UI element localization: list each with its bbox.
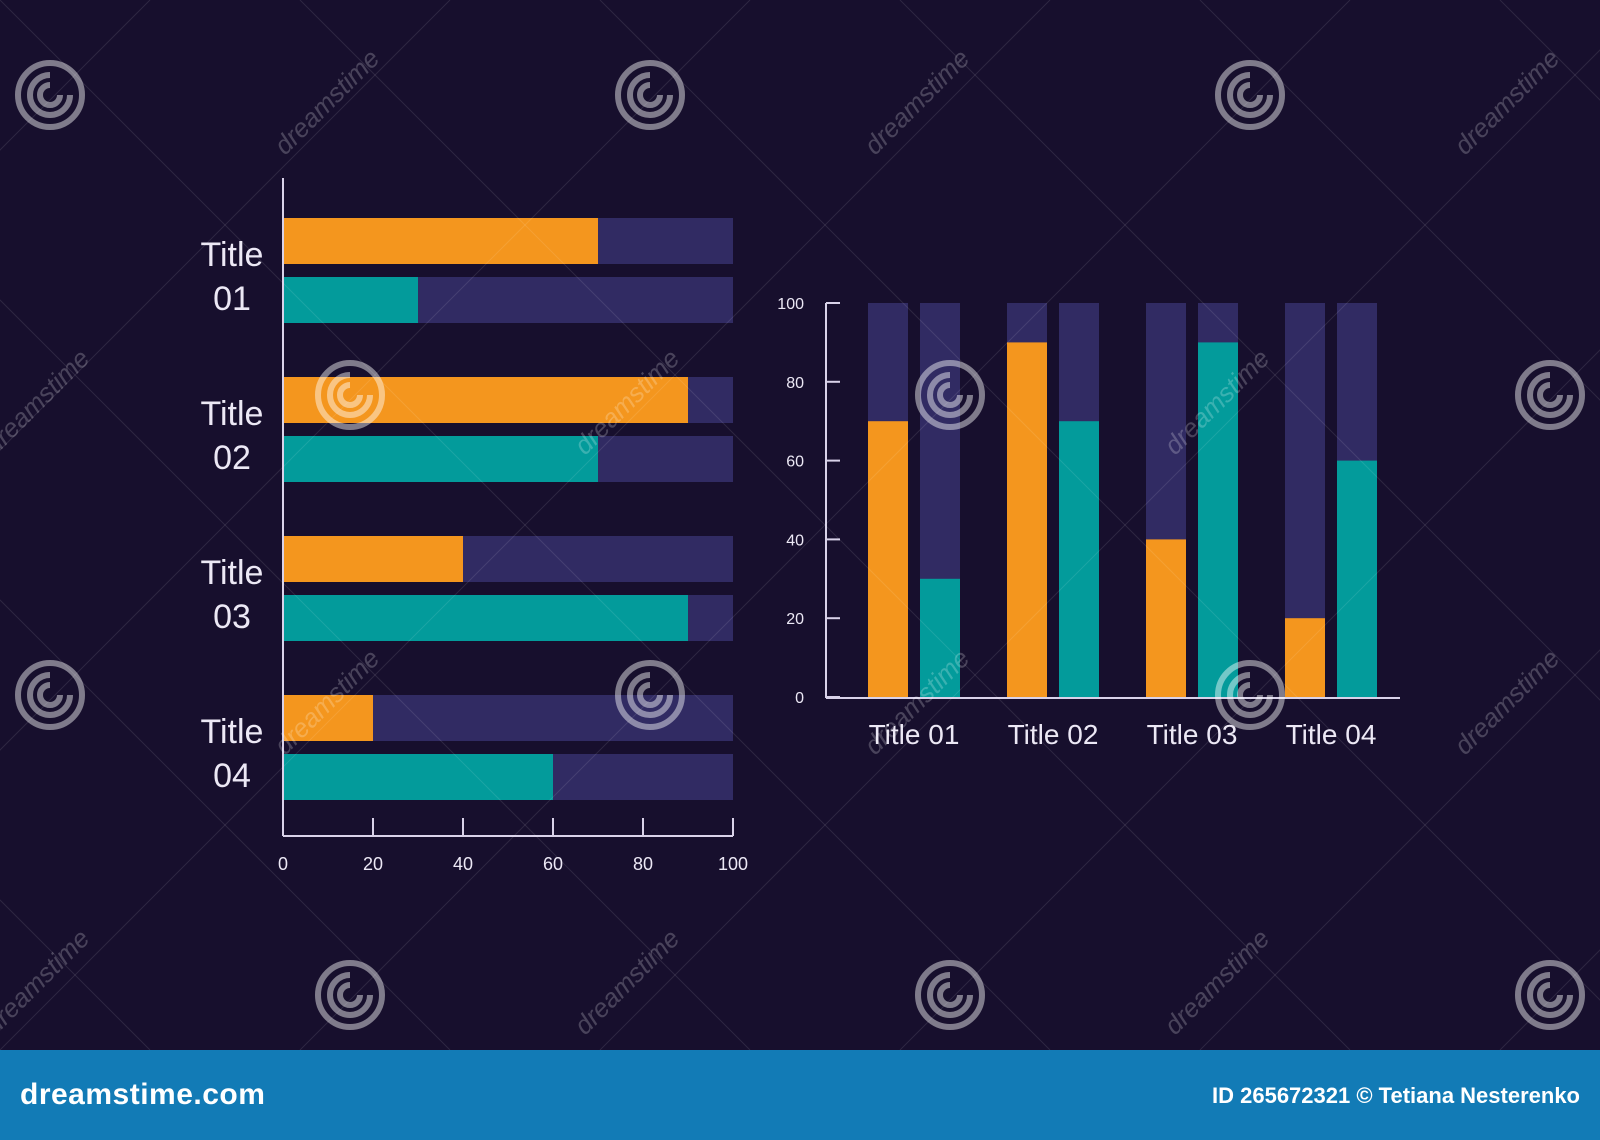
watermark-line [1499,949,1600,1051]
bar-teal-2 [283,436,598,482]
watermark-line [0,0,1051,1051]
watermark-line [1499,0,1600,101]
bar-orange-4 [283,695,373,741]
bar-teal-3 [283,595,688,641]
x-tick-label: 100 [718,854,748,874]
watermark-line [599,49,1600,1051]
x-tick-label: 0 [278,854,288,874]
category-label: Title 04 [201,713,264,795]
category-label: Title 03 [201,554,264,636]
watermark-line [299,0,1351,1051]
bar-orange-1 [283,218,598,264]
y-tick-label: 80 [786,375,804,392]
bar-teal-4 [283,754,553,800]
charts-svg: Title 01 Title 02 Title 03 Title 04 0 20 40 60 80 100… [0,0,1600,1051]
watermark-line [899,0,1600,701]
y-tick-label: 60 [786,454,804,471]
watermark-line [299,0,1351,1051]
column-teal-2 [1059,421,1099,697]
column-orange-1 [868,421,908,697]
watermark-line [1199,649,1600,1051]
watermark-line [0,0,1051,1051]
x-tick-label: 40 [453,854,473,874]
column-teal-4 [1337,460,1377,697]
watermark-line [599,0,1600,1001]
category-label: Title 02 [201,395,264,477]
bar-teal-1 [283,277,418,323]
footer-credit: ID 265672321 © Tetiana Nesterenko [1212,1083,1580,1108]
footer-brand: dreamstime.com [20,1078,266,1111]
y-tick-label: 40 [786,532,804,549]
watermark-line [1199,0,1600,401]
footer-bar: dreamstime.com ID 265672321 © Tetiana Ne… [0,1050,1600,1140]
column-orange-3 [1146,539,1186,697]
horizontal-bar-chart: Title 01 Title 02 Title 03 Title 04 0 20 40 60 80 100 [201,178,748,874]
y-tick-label: 20 [786,611,804,628]
watermark-line [0,0,151,151]
x-tick-label: 20 [363,854,383,874]
watermark-line [899,349,1600,1051]
column-teal-1 [920,578,960,697]
watermark-line [0,299,751,1051]
x-tick-label: 80 [633,854,653,874]
category-label: Title 01 [869,719,960,750]
watermark-line [0,0,451,451]
column-orange-4 [1285,618,1325,697]
bar-orange-3 [283,536,463,582]
category-label: Title 02 [1008,719,1099,750]
category-label: Title 01 [201,236,264,318]
watermark-line [0,599,451,1051]
chart-stage: Title 01 Title 02 Title 03 Title 04 0 20 40 60 80 100… [0,0,1600,1051]
watermark-lines [0,0,1600,1051]
watermark-line [0,0,751,751]
y-tick-label: 0 [795,690,804,707]
bar-orange-2 [283,377,688,423]
x-tick-label: 60 [543,854,563,874]
category-label: Title 04 [1286,719,1377,750]
column-teal-3 [1198,342,1238,697]
watermark-line [0,899,151,1051]
column-orange-2 [1007,342,1047,697]
category-label: Title 03 [1147,719,1238,750]
y-tick-label: 100 [777,296,804,313]
vertical-bar-chart: Title 01 Title 02 Title 03 Title 04 0 20 40 60 8… [777,296,1400,750]
